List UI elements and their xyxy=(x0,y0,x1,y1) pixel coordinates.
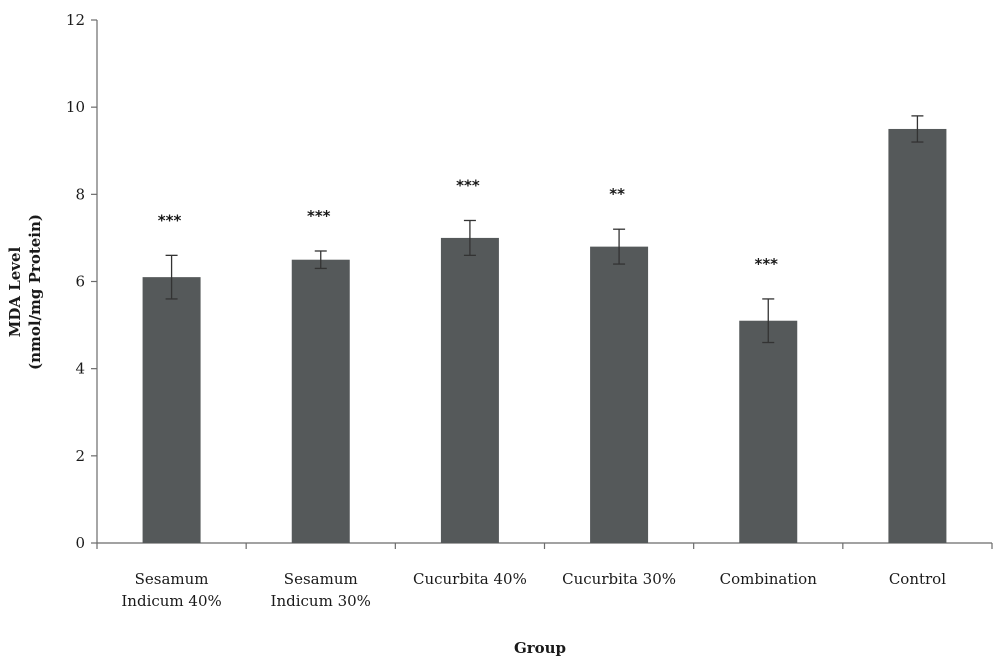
bar xyxy=(590,246,649,543)
category-label-line: Indicum 30% xyxy=(271,592,371,610)
significance-label: *** xyxy=(158,211,182,229)
y-axis: 0 2 4 6 8 10 12 xyxy=(66,11,98,552)
category-label: Sesamum Indicum 40% xyxy=(121,570,221,610)
y-axis-title-line2: (nmol/mg Protein) xyxy=(26,214,44,370)
category-label: Combination xyxy=(720,570,818,588)
x-axis xyxy=(96,542,993,549)
bar xyxy=(291,259,350,543)
y-axis-title-line1: MDA Level xyxy=(6,246,24,337)
x-axis-title: Group xyxy=(514,639,566,657)
significance-label: *** xyxy=(754,255,778,273)
category-label: Cucurbita 30% xyxy=(562,570,676,588)
category-label-line: Cucurbita 40% xyxy=(413,570,527,588)
category-label-line: Combination xyxy=(720,570,818,588)
category-label-line: Indicum 40% xyxy=(121,592,221,610)
y-tick-label: 2 xyxy=(75,447,85,465)
category-label: Cucurbita 40% xyxy=(413,570,527,588)
category-label-line: Control xyxy=(889,570,946,588)
category-label-line: Sesamum xyxy=(284,570,358,588)
y-tick-label: 0 xyxy=(75,534,85,552)
category-labels: Sesamum Indicum 40% Sesamum Indicum 30% Cucu… xyxy=(121,570,946,610)
bar xyxy=(739,320,798,543)
bar xyxy=(440,237,499,543)
category-label: Control xyxy=(889,570,946,588)
significance-label: ** xyxy=(609,185,625,203)
y-tick-label: 10 xyxy=(66,98,85,116)
category-label-line: Cucurbita 30% xyxy=(562,570,676,588)
significance-label: *** xyxy=(307,207,331,225)
bar xyxy=(142,277,201,543)
category-label: Sesamum Indicum 30% xyxy=(271,570,371,610)
category-label-line: Sesamum xyxy=(135,570,209,588)
y-tick-label: 4 xyxy=(75,360,85,378)
significance-label: *** xyxy=(456,176,480,194)
y-tick-label: 12 xyxy=(66,11,85,29)
bar xyxy=(888,128,947,544)
y-tick-label: 6 xyxy=(75,273,85,291)
y-tick-label: 8 xyxy=(75,185,85,203)
bars: *** ****** ***** xyxy=(142,115,947,544)
